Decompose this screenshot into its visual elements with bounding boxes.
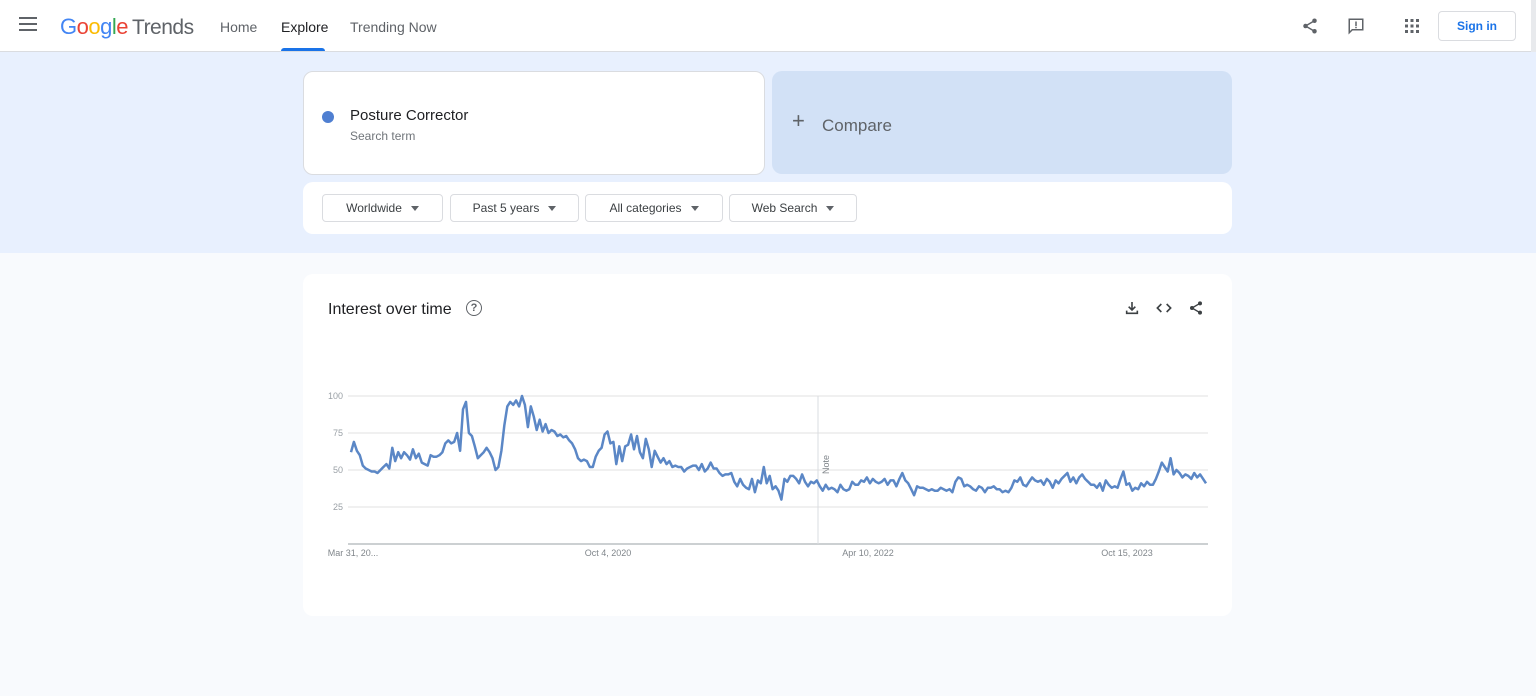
x-tick-label: Apr 10, 2022 [842,548,894,558]
tab-trending-now[interactable]: Trending Now [350,19,437,35]
note-label: Note [821,455,831,474]
caret-down-icon [410,205,419,211]
search-term-card[interactable]: Posture Corrector Search term [303,71,765,175]
series-line-posture-corrector [349,394,1208,501]
search-property-filter[interactable]: Web Search [729,194,857,222]
chart-title: Interest over time [328,301,452,318]
share-icon[interactable] [1298,14,1322,38]
top-app-bar: Google Trends Home Explore Trending Now S… [0,0,1536,52]
google-trends-logo[interactable]: Google Trends [60,14,194,39]
scrollbar[interactable] [1531,0,1536,52]
tab-explore[interactable]: Explore [281,19,329,35]
region-filter-label: Worldwide [346,201,402,215]
term-color-dot [322,111,334,123]
caret-down-icon [690,205,699,211]
compare-button[interactable]: + Compare [772,71,1232,174]
time-range-filter-label: Past 5 years [472,201,540,215]
compare-label: Compare [822,116,892,135]
embed-code-icon[interactable] [1154,298,1174,318]
download-icon[interactable] [1122,298,1142,318]
x-tick-label: Mar 31, 20... [328,548,379,558]
apps-grid-icon[interactable] [1400,14,1424,38]
menu-icon[interactable] [19,17,37,31]
search-property-filter-label: Web Search [751,201,818,215]
y-tick-label: 100 [328,391,343,401]
y-tick-label: 25 [333,502,343,512]
x-tick-label: Oct 4, 2020 [585,548,632,558]
time-range-filter[interactable]: Past 5 years [450,194,579,222]
y-tick-label: 75 [333,428,343,438]
caret-down-icon [826,205,835,211]
active-tab-indicator [281,48,325,51]
interest-line-chart[interactable]: 25 50 75 100 Mar 31, 20... Oct 4, 2020 Apr 10,… [303,374,1232,574]
search-term-type: Search term [350,129,416,143]
y-tick-label: 50 [333,465,343,475]
interest-over-time-card: Interest over time ? 25 50 75 100 Mar 31, 20… [303,274,1232,616]
region-filter[interactable]: Worldwide [322,194,443,222]
share-icon[interactable] [1186,298,1206,318]
search-term-name[interactable]: Posture Corrector [350,107,469,124]
caret-down-icon [548,205,557,211]
logo-trends-text: Trends [132,16,194,39]
x-tick-label: Oct 15, 2023 [1101,548,1153,558]
feedback-icon[interactable] [1344,14,1368,38]
help-icon[interactable]: ? [466,300,482,316]
filter-bar: Worldwide Past 5 years All categories We… [303,182,1232,234]
category-filter[interactable]: All categories [585,194,723,222]
tab-home[interactable]: Home [220,19,258,35]
category-filter-label: All categories [609,201,682,215]
sign-in-button[interactable]: Sign in [1438,11,1516,41]
plus-icon: + [792,108,805,133]
